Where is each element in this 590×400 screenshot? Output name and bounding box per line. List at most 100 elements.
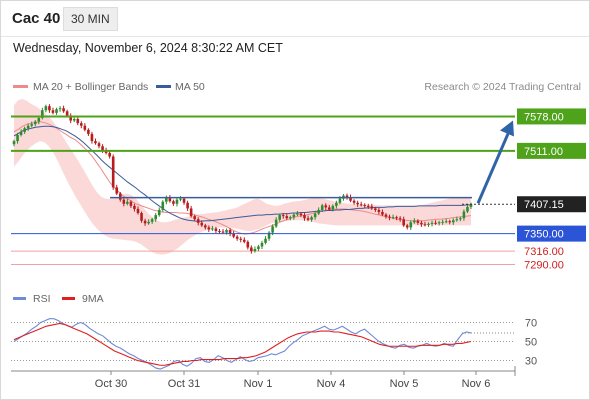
candle-body (122, 199, 126, 204)
candle-body (182, 198, 186, 203)
candle-body (267, 232, 271, 239)
rsi-ma-legend-swatch (62, 297, 75, 300)
timeframe-button[interactable]: 30 MIN (63, 7, 118, 31)
candle-body (444, 221, 448, 223)
x-tick-label: Oct 31 (168, 378, 200, 390)
candle-body (363, 204, 367, 206)
credit-label: Research © 2024 Trading Central (424, 81, 581, 93)
candle-body (12, 141, 16, 145)
candle-body (126, 201, 129, 204)
rsi-tick-label: 50 (525, 337, 537, 349)
rsi-ma-line (13, 322, 472, 366)
candle-body (317, 209, 320, 214)
candle-body (168, 197, 172, 202)
candle-body (204, 225, 207, 228)
candle-body (239, 238, 243, 240)
candle-body (69, 115, 72, 121)
level-tag-7350.00 (517, 225, 586, 242)
candle-body (285, 216, 289, 219)
candle-body (388, 216, 391, 218)
candle-body (76, 119, 80, 124)
candle-body (462, 211, 466, 219)
rsi-line (13, 318, 472, 370)
candle-body (398, 218, 402, 220)
candle-body (327, 207, 331, 210)
candle-body (274, 219, 278, 227)
candle-body (133, 205, 136, 209)
candle-body (292, 214, 296, 218)
candle-body (165, 197, 168, 202)
candle-body (26, 125, 30, 129)
candle-body (80, 123, 83, 126)
candle-body (427, 223, 430, 225)
candle-body (179, 198, 182, 200)
candle-body (111, 156, 115, 188)
x-tick-label: Nov 1 (244, 378, 273, 390)
candle-body (115, 187, 119, 194)
candle-body (459, 218, 462, 220)
ma50-legend-label: MA 50 (175, 81, 205, 93)
candle-body (218, 231, 221, 233)
candle-body (51, 110, 55, 113)
candle-body (313, 213, 317, 218)
candle-body (349, 197, 352, 201)
top-bar: Cac 40 30 MIN (0, 0, 590, 37)
candle-body (423, 224, 427, 226)
candle-body (108, 152, 111, 157)
candle-body (161, 201, 165, 210)
candle-body (253, 249, 257, 252)
candle-body (264, 238, 267, 243)
candle-body (384, 214, 388, 217)
x-tick-label: Oct 30 (95, 378, 127, 390)
x-tick-label: Nov 6 (462, 378, 491, 390)
candle-body (19, 131, 23, 135)
rsi-legend-label: RSI (33, 293, 51, 305)
candle-body (250, 247, 253, 252)
candle-body (303, 215, 306, 219)
candle-body (83, 125, 87, 130)
level-label-7511.00: 7511.00 (524, 146, 563, 158)
candle-body (44, 106, 48, 111)
ma20-legend-swatch (13, 85, 28, 88)
candle-body (451, 220, 455, 223)
candle-body (214, 228, 218, 232)
candle-body (455, 219, 459, 221)
candle-body (58, 108, 62, 110)
candle-body (437, 222, 441, 224)
candle-body (157, 209, 161, 216)
candle-body (402, 219, 405, 226)
current-price-tag (517, 196, 586, 213)
candle-body (246, 241, 250, 248)
forecast-arrow-shaft (476, 130, 511, 204)
candle-body (306, 218, 310, 220)
candle-body (129, 201, 133, 206)
candle-body (430, 222, 434, 224)
candle-body (281, 215, 285, 217)
candle-body (118, 193, 122, 200)
candle-body (257, 246, 260, 250)
x-tick-label: Nov 4 (317, 378, 346, 390)
candle-body (232, 233, 235, 237)
candle-body (207, 227, 211, 230)
candle-body (72, 119, 76, 121)
candle-body (331, 205, 335, 210)
rsi-ma-legend-label: 9MA (82, 293, 104, 305)
candle-body (338, 198, 342, 203)
candle-body (228, 230, 232, 234)
candle-body (335, 202, 338, 206)
candle-body (271, 226, 274, 233)
candle-body (352, 200, 356, 203)
candle-body (211, 228, 214, 230)
level-tag-7511.00 (517, 142, 586, 159)
candle-body (189, 208, 193, 217)
candle-body (260, 242, 264, 247)
candle-body (41, 110, 44, 118)
candle-body (200, 222, 204, 226)
candle-body (242, 239, 246, 242)
current-price-label: 7407.15 (524, 199, 564, 211)
candle-body (377, 209, 381, 213)
candle-body (359, 204, 363, 206)
rsi-legend-swatch (13, 297, 26, 300)
candle-body (37, 117, 41, 122)
